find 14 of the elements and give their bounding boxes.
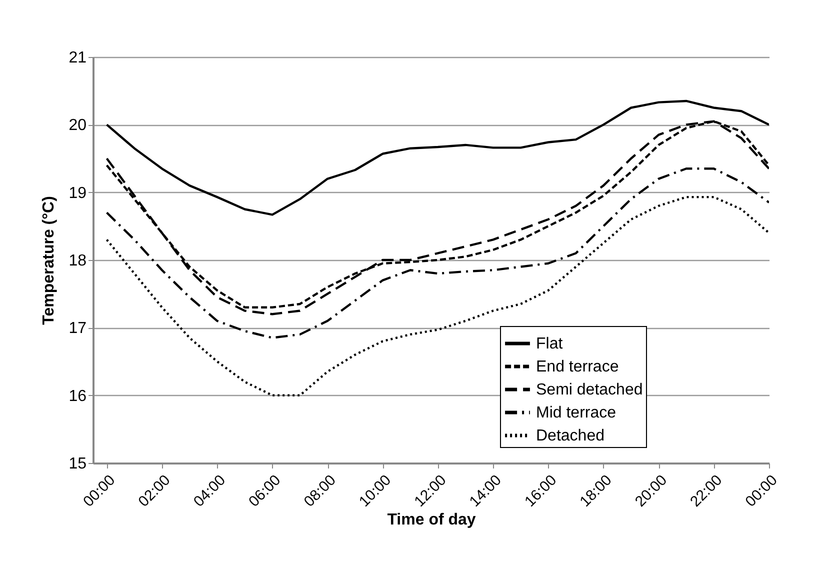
legend-label: Flat: [536, 336, 564, 352]
y-tick-label: 15: [68, 456, 87, 472]
legend-label: Semi detached: [536, 382, 643, 398]
y-tick-label: 20: [68, 117, 87, 134]
x-axis-title: Time of day: [387, 512, 476, 529]
y-tick-label: 17: [68, 320, 87, 338]
legend-label: Detached: [536, 428, 604, 444]
legend-label: End terrace: [536, 358, 619, 376]
y-axis-title: Temperature (°C): [40, 196, 58, 325]
y-tick-label: 18: [68, 252, 87, 270]
legend-label: Mid terrace: [536, 404, 616, 422]
y-tick-label: 21: [68, 50, 87, 66]
y-tick-label: 16: [68, 388, 87, 405]
y-tick-label: 19: [68, 184, 87, 202]
